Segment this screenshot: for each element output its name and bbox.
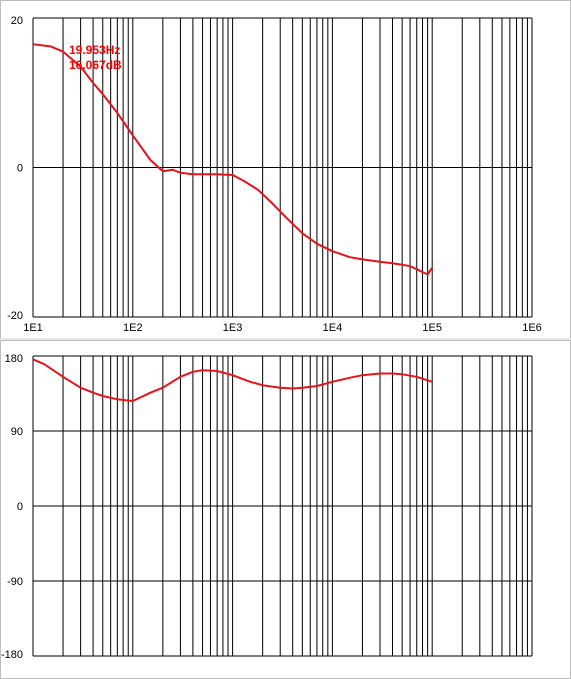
x-tick-label: 1E3	[223, 322, 243, 334]
phase-chart-panel: 180 90 0 -90 -180	[0, 340, 571, 679]
x-tick-label: 1E6	[522, 322, 542, 334]
panel-divider	[0, 338, 571, 340]
x-tick-label: 1E1	[23, 322, 43, 334]
x-tick-label: 1E2	[123, 322, 143, 334]
y-tick-label: 180	[5, 353, 23, 365]
series-line	[32, 358, 433, 402]
phase-chart: 180 90 0 -90 -180	[1, 353, 533, 661]
magnitude-chart-panel: 20 0 -20 1E1 1E2 1E3 1E4 1E5 1E6 19.953Hz 16.067dB	[0, 0, 571, 339]
y-tick-label: -20	[7, 310, 23, 322]
y-tick-label: -90	[7, 576, 23, 588]
y-tick-label: -180	[1, 649, 23, 661]
series-line	[32, 43, 434, 276]
x-tick-label: 1E4	[323, 322, 343, 334]
y-tick-label: 0	[17, 501, 23, 513]
marker-frequency-label: 19.953Hz	[69, 43, 120, 57]
y-tick-label: 20	[11, 15, 23, 27]
x-tick-label: 1E5	[422, 322, 442, 334]
y-tick-label: 90	[11, 426, 23, 438]
y-tick-label: 0	[17, 163, 23, 175]
marker-gain-label: 16.067dB	[69, 58, 122, 72]
